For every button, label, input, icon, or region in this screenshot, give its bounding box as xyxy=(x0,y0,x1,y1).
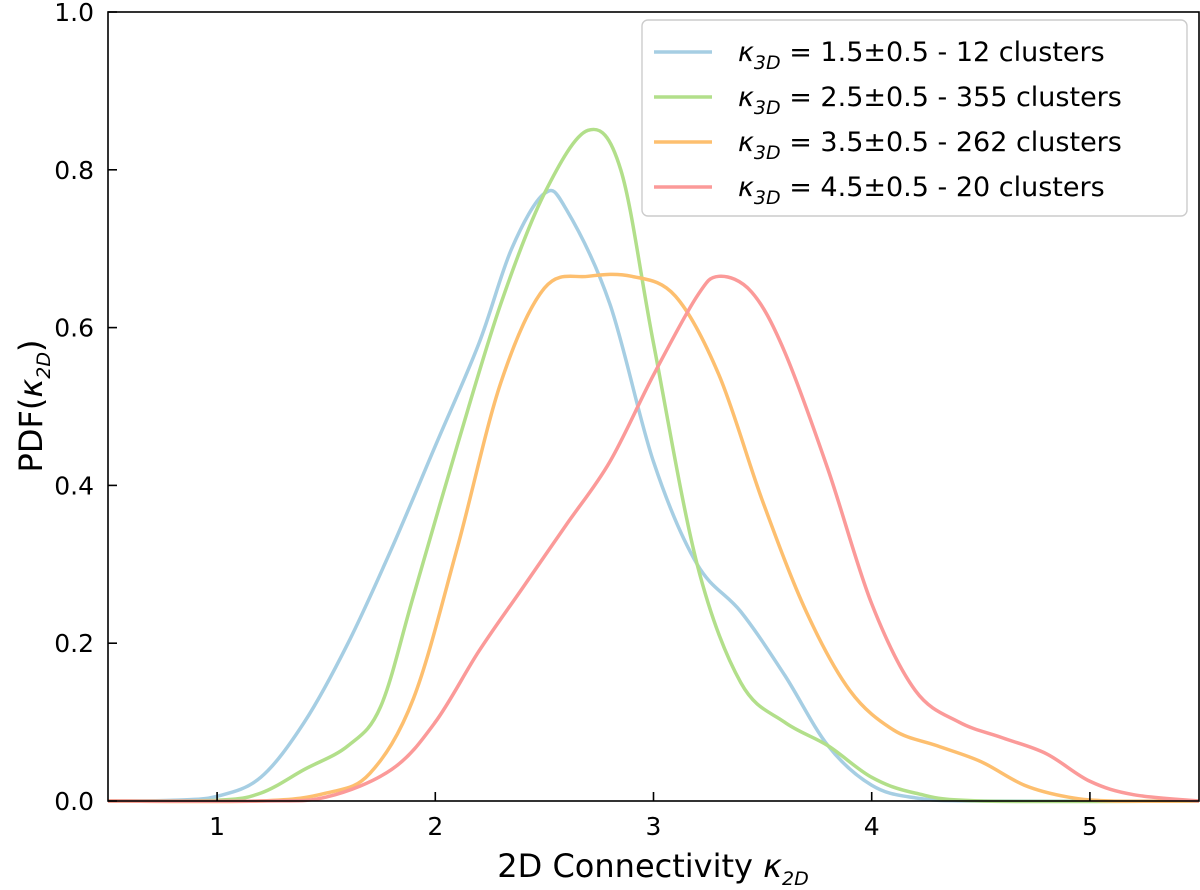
x-axis-label: 2D Connectivity κ2D xyxy=(497,847,808,890)
series-line-3 xyxy=(107,274,1200,804)
x-tick-label: 2 xyxy=(427,812,443,841)
x-tick-label: 1 xyxy=(209,812,225,841)
y-tick-label: 0.4 xyxy=(54,471,94,500)
series-layer xyxy=(107,127,1200,804)
y-tick-label: 0.2 xyxy=(54,629,94,658)
legend-entry-2: κ3D = 3.5±0.5 - 262 clusters xyxy=(738,127,1122,164)
series-line-0 xyxy=(107,188,1200,803)
x-tick-label: 4 xyxy=(864,812,880,841)
ticks-layer: 1 2 3 4 5 0.0 0.2 0.4 0.6 0.8 1.0 xyxy=(54,0,1098,841)
y-tick-label: 0.0 xyxy=(54,787,94,816)
series-line-1 xyxy=(107,127,1200,804)
x-tick-label: 5 xyxy=(1082,812,1098,841)
legend-entry-0: κ3D = 1.5±0.5 - 12 clusters xyxy=(738,37,1105,74)
y-tick-label: 0.8 xyxy=(54,156,94,185)
legend-entry-1: κ3D = 2.5±0.5 - 355 clusters xyxy=(738,82,1122,119)
legend-entry-3: κ3D = 4.5±0.5 - 20 clusters xyxy=(738,172,1105,209)
legend: κ3D = 1.5±0.5 - 12 clusters κ3D = 2.5±0.… xyxy=(641,19,1188,217)
legend-frame xyxy=(641,19,1188,217)
y-tick-label: 0.6 xyxy=(54,314,94,343)
y-axis-label: PDF(κ2D) xyxy=(12,340,55,473)
series-line-2 xyxy=(107,272,1200,804)
y-tick-label: 1.0 xyxy=(54,0,94,27)
x-tick-label: 3 xyxy=(646,812,662,841)
